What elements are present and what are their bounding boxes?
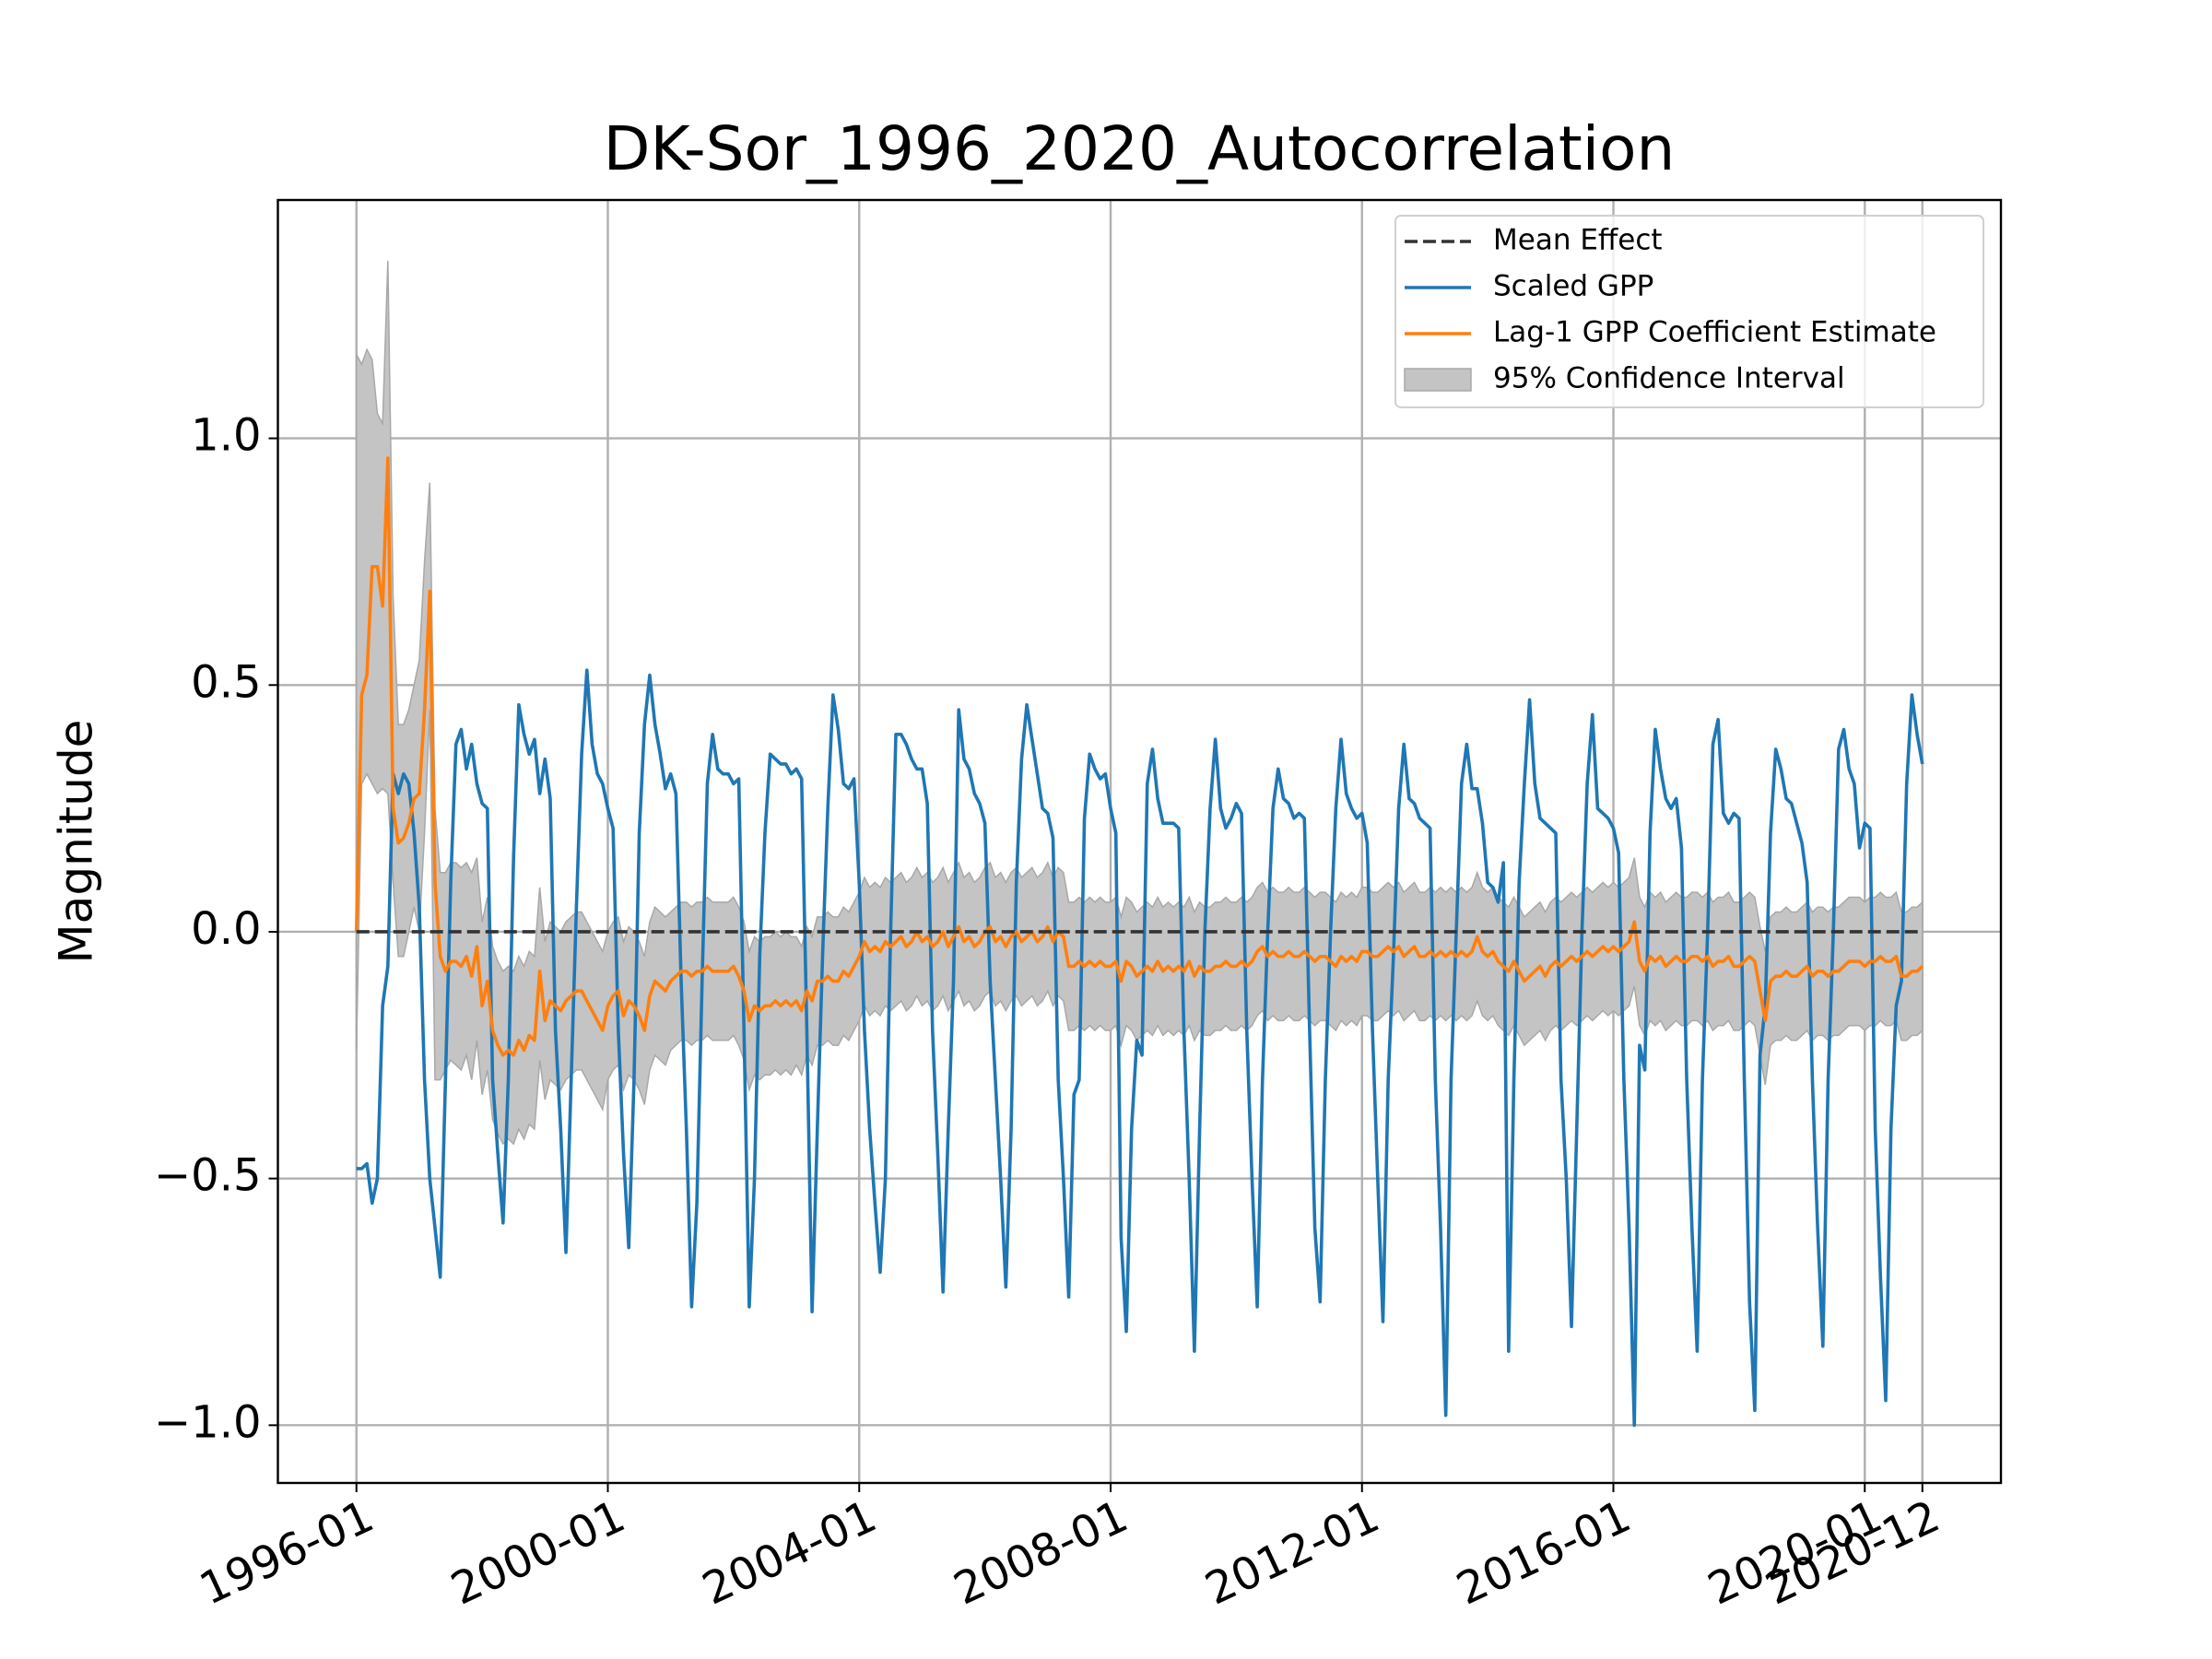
legend-swatch	[1404, 368, 1472, 392]
plot-area	[354, 260, 1924, 1428]
axes-frame	[276, 198, 2003, 1485]
y-tick-label: 1.0	[191, 410, 261, 462]
y-axis-label: Magnitude	[50, 720, 103, 964]
legend-label: 95% Confidence Interval	[1493, 362, 1845, 395]
y-tick-label: 0.5	[191, 656, 261, 708]
series-line	[354, 456, 1924, 1057]
legend-label: Lag-1 GPP Coefficient Estimate	[1493, 316, 1936, 349]
chart-title: DK-Sor_1996_2020_Autocorrelation	[604, 113, 1676, 184]
legend-label: Mean Effect	[1493, 224, 1663, 257]
y-tick-label: −0.5	[154, 1150, 262, 1202]
series-line	[356, 668, 1924, 1428]
y-tick-label: −1.0	[154, 1396, 262, 1448]
y-tick-label: 0.0	[191, 903, 261, 955]
confidence-band	[355, 260, 1924, 1146]
legend-box	[1394, 215, 1984, 408]
legend-label: Scaled GPP	[1493, 270, 1653, 303]
